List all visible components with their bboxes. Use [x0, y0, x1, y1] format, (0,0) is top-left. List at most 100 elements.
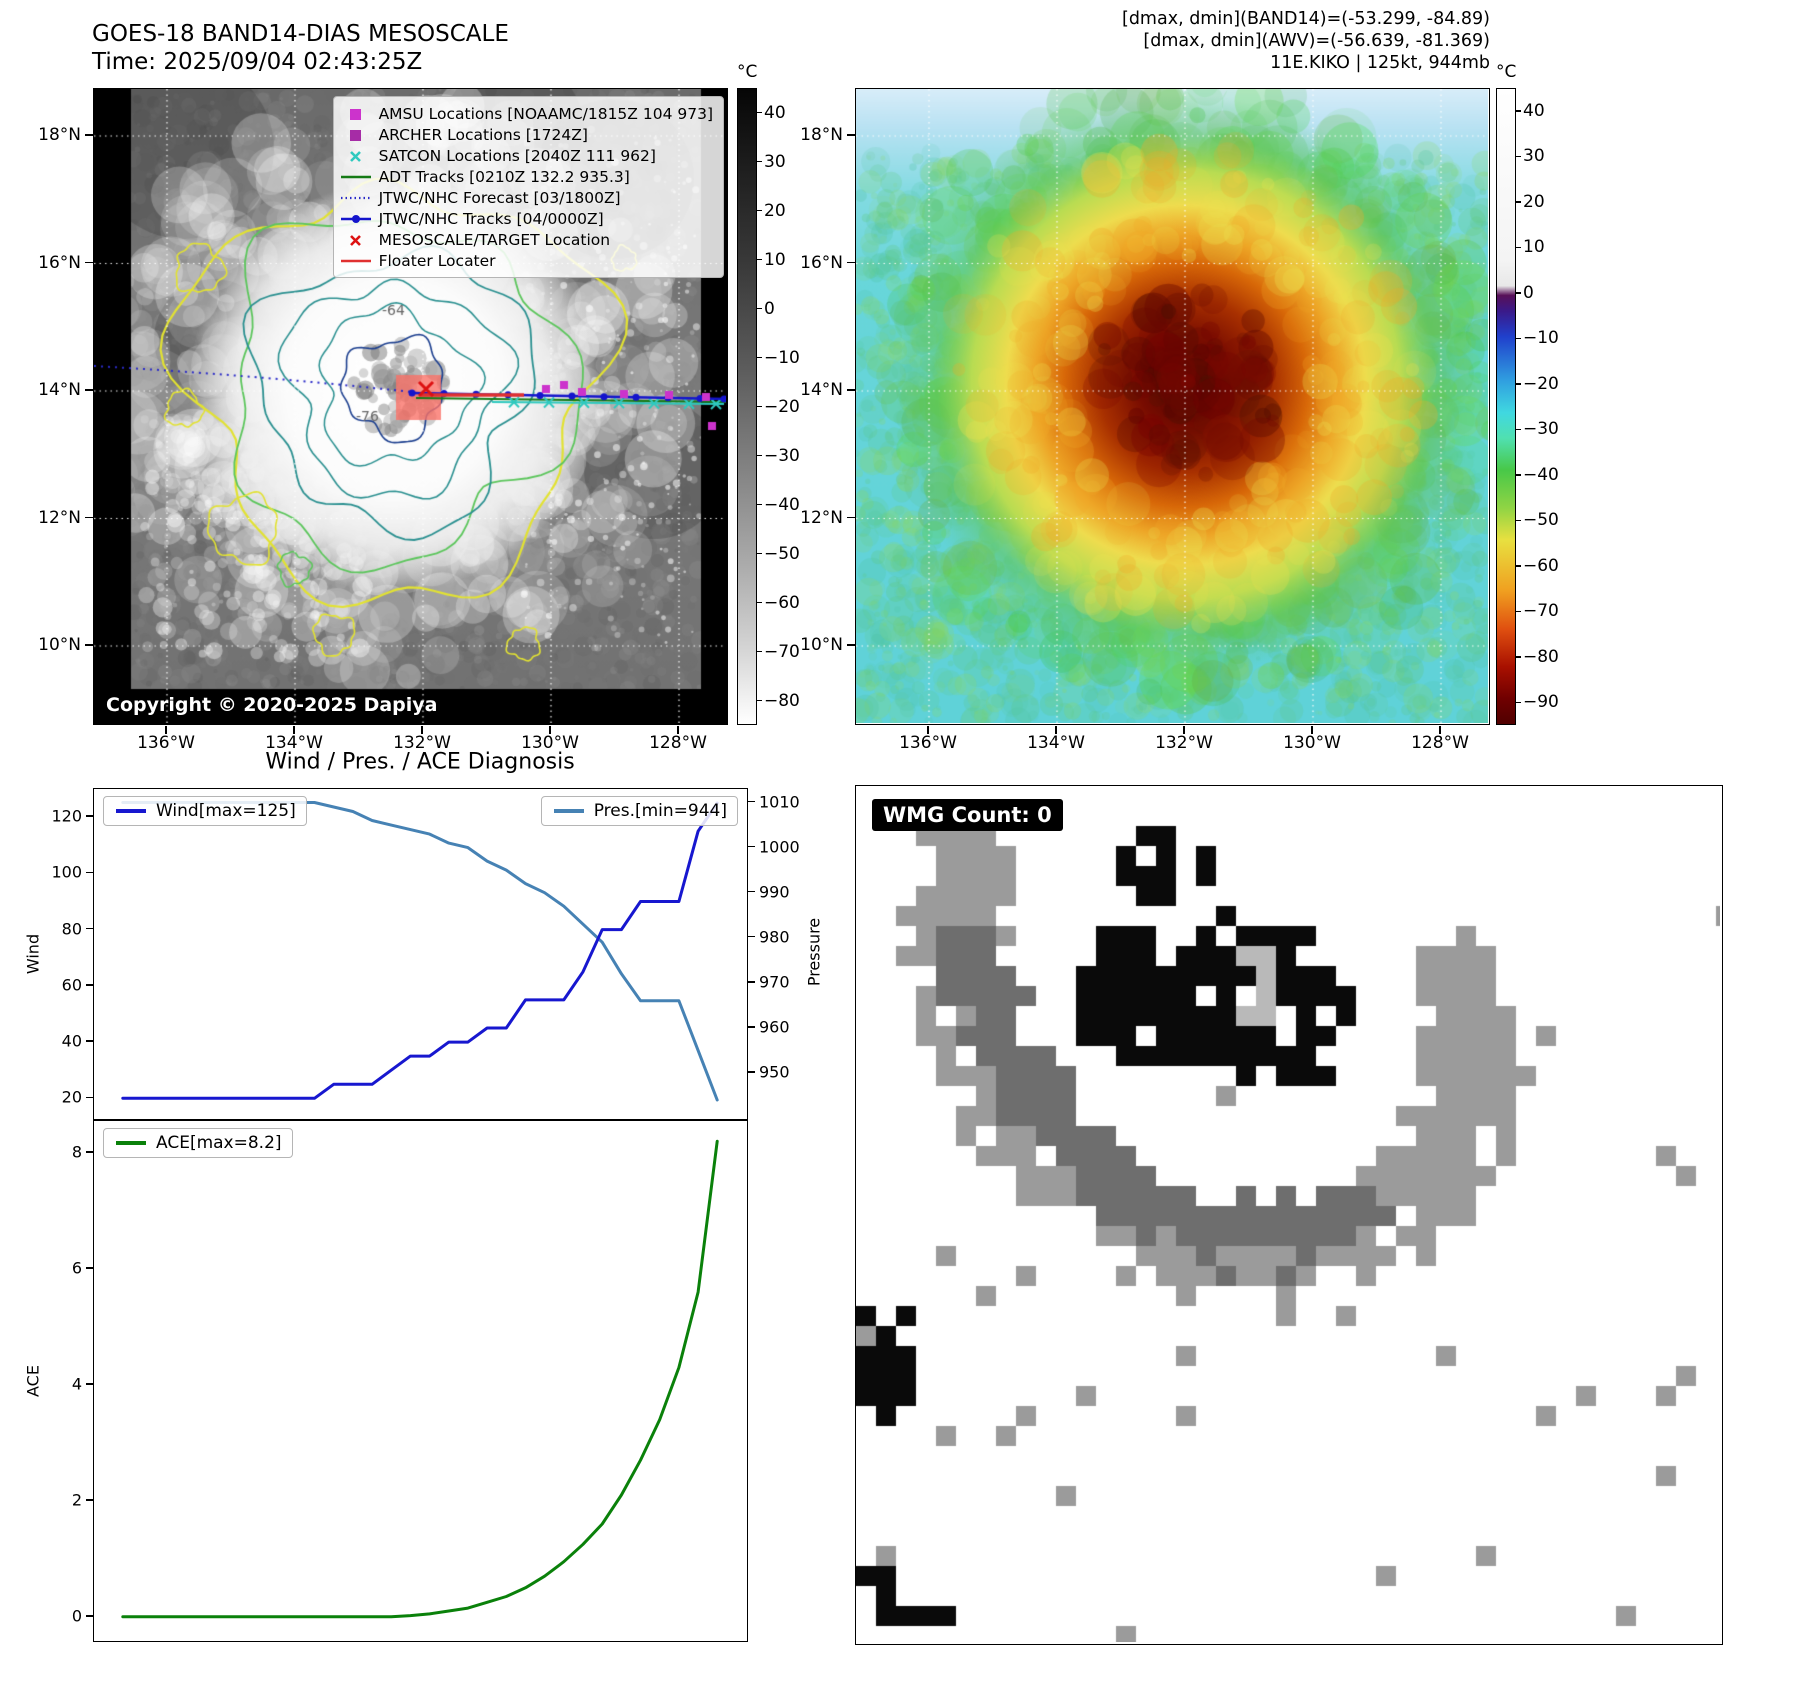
- colorbar-tick-label: 30: [1523, 146, 1545, 167]
- tick-mark: [85, 389, 93, 391]
- legend-label: JTWC/NHC Forecast [03/1800Z]: [378, 188, 621, 207]
- legend-item: ADT Tracks [0210Z 132.2 935.3]: [338, 166, 713, 187]
- tick-mark: [86, 1267, 93, 1269]
- pres-legend-line-icon: [553, 809, 584, 813]
- lon-tick-label: 134°W: [265, 733, 323, 753]
- wmg-count-badge: WMG Count: 0: [872, 799, 1063, 831]
- tick-mark: [847, 644, 855, 646]
- lat-tick-label: 10°N: [38, 635, 81, 655]
- tick-mark: [1516, 110, 1521, 112]
- lon-tick-label: 128°W: [649, 733, 707, 753]
- wind-tick-label: 40: [61, 1031, 82, 1051]
- tick-mark: [847, 389, 855, 391]
- tick-mark: [85, 261, 93, 264]
- tick-mark: [1311, 726, 1313, 734]
- tick-mark: [757, 307, 762, 310]
- tick-mark: [757, 454, 762, 457]
- colorbar-tick-label: 0: [1523, 282, 1534, 303]
- tick-mark: [677, 726, 679, 734]
- tick-mark: [85, 516, 93, 519]
- legend-label: Floater Locater: [378, 251, 496, 270]
- tick-mark: [757, 111, 762, 114]
- wind-tick-label: 20: [61, 1087, 82, 1107]
- tick-mark: [1516, 292, 1521, 294]
- colorbar-tick-label: 30: [764, 151, 786, 172]
- lon-tick-label: 134°W: [1027, 733, 1085, 753]
- legend-item: MESOSCALE/TARGET Location: [338, 229, 713, 250]
- pres-legend: Pres.[min=944]: [540, 796, 738, 826]
- legend-label: AMSU Locations [NOAAMC/1815Z 104 973]: [378, 104, 713, 123]
- tick-mark: [86, 815, 93, 817]
- awv-colorbar-unit: °C: [1496, 62, 1517, 82]
- pressure-tick-label: 990: [759, 882, 790, 902]
- square-marker-icon: [349, 108, 361, 120]
- lon-tick-label: 136°W: [137, 733, 195, 753]
- wind-legend: Wind[max=125]: [103, 796, 307, 826]
- wind-legend-line-icon: [116, 809, 146, 813]
- pressure-tick-label: 1010: [759, 792, 800, 812]
- line-marker-icon: [340, 175, 371, 178]
- colorbar-tick-label: −90: [1523, 692, 1559, 713]
- lat-tick-label: 16°N: [800, 252, 843, 273]
- x-marker-icon: [349, 150, 361, 162]
- tick-mark: [1516, 519, 1521, 522]
- wind-pressure-plot-area: [121, 801, 719, 1102]
- lon-tick-label: 132°W: [393, 733, 451, 753]
- tick-mark: [86, 1383, 93, 1385]
- colorbar-tick-label: −40: [1523, 464, 1559, 485]
- tick-mark: [86, 1040, 93, 1042]
- pressure-tick-label: 960: [759, 1017, 790, 1037]
- tick-mark: [86, 984, 93, 986]
- wind-axis-label: Wind: [23, 933, 43, 975]
- line-marker-icon: [340, 259, 371, 262]
- tick-mark: [847, 261, 855, 264]
- tick-mark: [86, 1096, 93, 1099]
- lat-tick-label: 14°N: [38, 380, 81, 400]
- tick-mark: [86, 1615, 93, 1617]
- ace-legend: ACE[max=8.2]: [103, 1128, 293, 1158]
- tick-mark: [757, 650, 762, 653]
- tick-mark: [86, 1499, 93, 1501]
- band14-legend: AMSU Locations [NOAAMC/1815Z 104 973] ARC…: [332, 96, 724, 278]
- storm-id-text: 11E.KIKO | 125kt, 944mb: [1270, 53, 1490, 73]
- tick-mark: [748, 981, 755, 983]
- tick-mark: [1516, 656, 1521, 658]
- lon-tick-label: 136°W: [899, 733, 957, 753]
- tick-mark: [1516, 246, 1521, 249]
- tick-mark: [757, 503, 762, 506]
- tick-mark: [748, 845, 755, 848]
- ace-tick-label: 8: [71, 1142, 82, 1162]
- ace-plot-area: [121, 1139, 719, 1619]
- legend-item: ARCHER Locations [1724Z]: [338, 124, 713, 145]
- legend-item: Floater Locater: [338, 250, 713, 271]
- colorbar-tick-label: 0: [764, 298, 775, 319]
- colorbar-tick-label: 20: [764, 200, 786, 221]
- tick-mark: [86, 1151, 93, 1153]
- colorbar-tick-label: 40: [1523, 100, 1545, 121]
- legend-label: ARCHER Locations [1724Z]: [378, 125, 588, 144]
- tick-mark: [757, 356, 762, 359]
- colorbar-tick-label: −30: [1523, 419, 1559, 440]
- ace-legend-line-icon: [116, 1141, 146, 1145]
- tick-mark: [757, 160, 762, 163]
- line-dot-marker-icon: [340, 214, 371, 223]
- colorbar-tick-label: −50: [764, 543, 800, 564]
- tick-mark: [1055, 726, 1057, 734]
- colorbar-tick-label: −40: [764, 494, 800, 515]
- ace-tick-label: 4: [71, 1374, 82, 1394]
- tick-mark: [748, 1026, 755, 1028]
- band14-title: GOES-18 BAND14-DIAS MESOSCALE: [92, 21, 509, 47]
- tick-mark: [757, 552, 762, 555]
- tick-mark: [1516, 474, 1521, 476]
- lon-tick-label: 132°W: [1155, 733, 1213, 753]
- tick-mark: [421, 726, 423, 734]
- wind-line: [121, 801, 719, 1100]
- copyright-text: Copyright © 2020-2025 Dapiya: [106, 694, 438, 716]
- tick-mark: [1516, 337, 1521, 340]
- lat-tick-label: 12°N: [38, 507, 81, 528]
- dmax-awv-text: [dmax, dmin](AWV)=(-56.639, -81.369): [1143, 31, 1490, 51]
- lat-tick-label: 12°N: [800, 507, 843, 528]
- tick-mark: [847, 134, 855, 136]
- colorbar-tick-label: −70: [1523, 601, 1559, 622]
